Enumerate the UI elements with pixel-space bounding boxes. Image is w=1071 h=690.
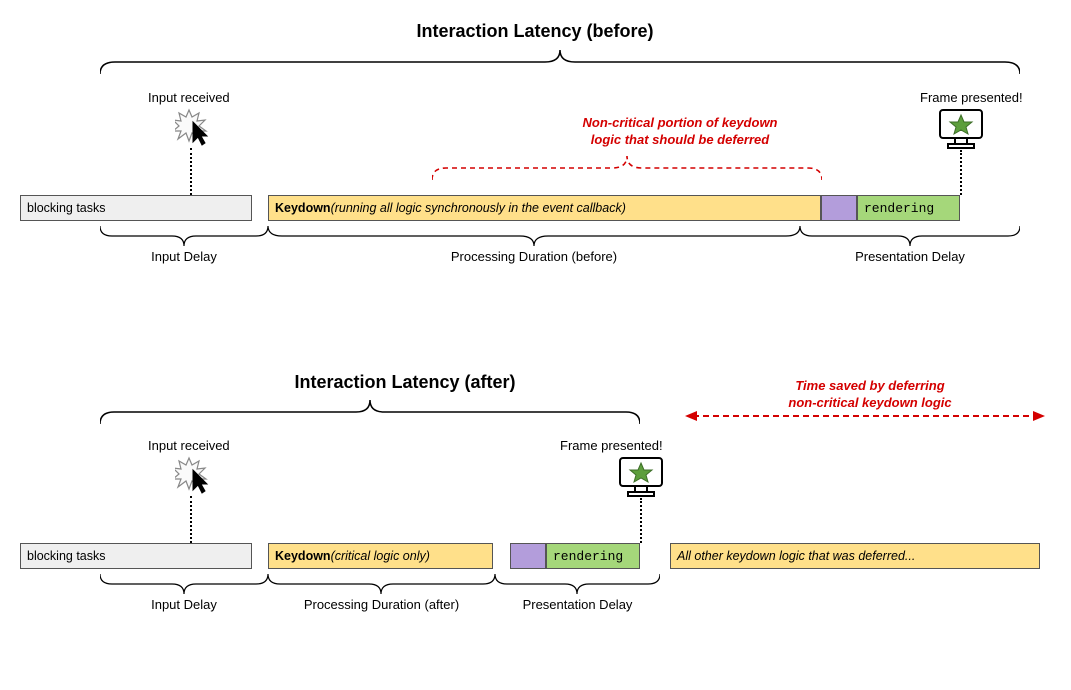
brace-processing-after: [268, 572, 495, 598]
brace-presentation-before: [800, 224, 1020, 250]
brace-input-delay-before-label: Input Delay: [100, 249, 268, 264]
blocking-bar-after: blocking tasks: [20, 543, 252, 569]
frame-presented-label-before: Frame presented!: [920, 90, 1023, 105]
brace-processing-before: [268, 224, 800, 250]
red-note-after-line2: non-critical keydown logic: [788, 395, 951, 410]
rendering-bar-after-label: rendering: [553, 549, 623, 564]
brace-presentation-before-label: Presentation Delay: [800, 249, 1020, 264]
after-top-brace: [100, 398, 640, 426]
input-received-label-after: Input received: [148, 438, 230, 453]
keydown-bar-before: Keydown (running all logic synchronously…: [268, 195, 821, 221]
keydown-bar-after: Keydown (critical logic only): [268, 543, 493, 569]
red-note-after-line1: Time saved by deferring: [795, 378, 944, 393]
brace-input-delay-after-label: Input Delay: [100, 597, 268, 612]
brace-input-delay-before: [100, 224, 268, 250]
purple-bar-after: [510, 543, 546, 569]
rendering-bar-before: rendering: [857, 195, 960, 221]
keydown-bar-after-bold: Keydown: [275, 549, 331, 563]
before-title: Interaction Latency (before): [395, 21, 675, 42]
deferred-bar-after-label: All other keydown logic that was deferre…: [677, 549, 915, 563]
blocking-bar-after-label: blocking tasks: [27, 549, 106, 563]
diagram-canvas: Interaction Latency (before) Input recei…: [0, 0, 1071, 690]
rendering-bar-after: rendering: [546, 543, 640, 569]
red-note-before: Non-critical portion of keydown logic th…: [560, 115, 800, 149]
input-received-label-before: Input received: [148, 90, 230, 105]
input-vdash-before: [190, 148, 192, 195]
monitor-icon-before: [938, 108, 984, 152]
rendering-bar-before-label: rendering: [864, 201, 934, 216]
frame-presented-label-after: Frame presented!: [560, 438, 663, 453]
after-title: Interaction Latency (after): [275, 372, 535, 393]
monitor-icon-after: [618, 456, 664, 500]
brace-processing-after-label: Processing Duration (after): [268, 597, 495, 612]
red-dash-brace-before: [432, 152, 822, 182]
red-note-before-line1: Non-critical portion of keydown: [582, 115, 777, 130]
brace-presentation-after-label: Presentation Delay: [495, 597, 660, 612]
input-burst-cursor-after: [175, 456, 215, 496]
brace-processing-before-label: Processing Duration (before): [268, 249, 800, 264]
deferred-bar-after: All other keydown logic that was deferre…: [670, 543, 1040, 569]
red-note-before-line2: logic that should be deferred: [591, 132, 769, 147]
red-note-after: Time saved by deferring non-critical key…: [760, 378, 980, 412]
purple-bar-before: [821, 195, 857, 221]
brace-input-delay-after: [100, 572, 268, 598]
keydown-bar-before-ital: (running all logic synchronously in the …: [331, 201, 626, 215]
red-arrow-after: [685, 409, 1045, 423]
input-burst-cursor-before: [175, 108, 215, 148]
frame-vdash-after: [640, 498, 642, 543]
keydown-bar-before-bold: Keydown: [275, 201, 331, 215]
frame-vdash-before: [960, 150, 962, 195]
blocking-bar-before: blocking tasks: [20, 195, 252, 221]
before-top-brace: [100, 48, 1020, 76]
brace-presentation-after: [495, 572, 660, 598]
blocking-bar-before-label: blocking tasks: [27, 201, 106, 215]
input-vdash-after: [190, 496, 192, 543]
keydown-bar-after-ital: (critical logic only): [331, 549, 430, 563]
